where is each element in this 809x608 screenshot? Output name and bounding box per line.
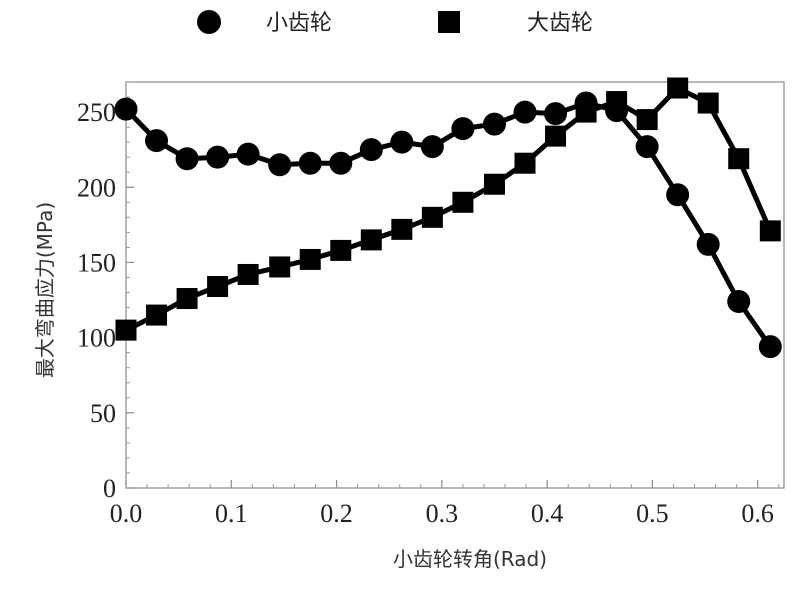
y-axis-title: 最大弯曲应力(MPa) (33, 202, 57, 378)
data-point (420, 135, 444, 159)
data-point (268, 153, 292, 177)
legend: 小齿轮 大齿轮 (197, 10, 593, 36)
data-point (728, 148, 750, 170)
data-point (514, 152, 536, 174)
y-tick-label: 200 (77, 173, 116, 202)
data-point (666, 183, 690, 207)
series-0 (114, 91, 782, 359)
data-point (329, 151, 353, 175)
data-point (114, 97, 138, 121)
data-point (635, 135, 659, 159)
x-tick-label: 0.6 (741, 499, 774, 528)
y-tick-label: 250 (77, 98, 116, 127)
y-tick-label: 0 (103, 474, 116, 503)
data-point (606, 91, 628, 113)
data-point (636, 109, 658, 131)
data-point (299, 248, 321, 270)
data-point (575, 101, 597, 123)
x-tick-label: 0.2 (320, 499, 353, 528)
data-point (758, 335, 782, 359)
legend-label-gear: 大齿轮 (527, 11, 593, 36)
data-point (696, 232, 720, 256)
legend-marker-gear (438, 11, 460, 33)
data-point (206, 145, 230, 169)
y-tick-label: 150 (77, 248, 116, 277)
legend-label-pinion: 小齿轮 (266, 11, 332, 36)
data-point (727, 290, 751, 314)
data-point (513, 100, 537, 124)
y-tick-label: 100 (77, 324, 116, 353)
data-point (236, 142, 260, 166)
data-point (483, 173, 505, 195)
series-line (124, 100, 773, 349)
data-point (451, 117, 475, 141)
data-point (207, 276, 229, 298)
plot-frame (125, 81, 785, 489)
legend-marker-pinion (197, 10, 221, 34)
series-layer (114, 77, 782, 359)
x-tick-label: 0.5 (636, 499, 669, 528)
data-point (544, 102, 568, 126)
series-1 (115, 77, 781, 341)
data-point (421, 206, 443, 228)
data-point (360, 229, 382, 251)
data-point (359, 138, 383, 162)
data-point (330, 239, 352, 261)
data-point (269, 256, 291, 278)
data-point (237, 263, 259, 285)
y-axis: 0 50 100 150 200 250 (77, 81, 134, 503)
data-point (452, 191, 474, 213)
x-tick-label: 0.0 (110, 499, 143, 528)
data-point (298, 151, 322, 175)
data-point (545, 125, 567, 147)
data-point (390, 130, 414, 154)
x-axis-title: 小齿轮转角(Rad) (393, 547, 547, 571)
x-tick-label: 0.1 (215, 499, 248, 528)
data-point (146, 304, 168, 326)
data-point (115, 319, 137, 341)
data-point (482, 112, 506, 136)
x-axis: 0.0 0.1 0.2 0.3 0.4 0.5 0.6 (110, 480, 780, 528)
x-tick-label: 0.4 (531, 499, 564, 528)
data-point (391, 218, 413, 240)
data-point (145, 129, 169, 153)
y-tick-label: 50 (90, 399, 116, 428)
data-point (697, 92, 719, 114)
series-line (124, 85, 773, 333)
data-point (176, 288, 198, 310)
data-point (175, 147, 199, 171)
data-point (667, 77, 689, 99)
data-point (759, 220, 781, 242)
x-tick-label: 0.3 (426, 499, 459, 528)
